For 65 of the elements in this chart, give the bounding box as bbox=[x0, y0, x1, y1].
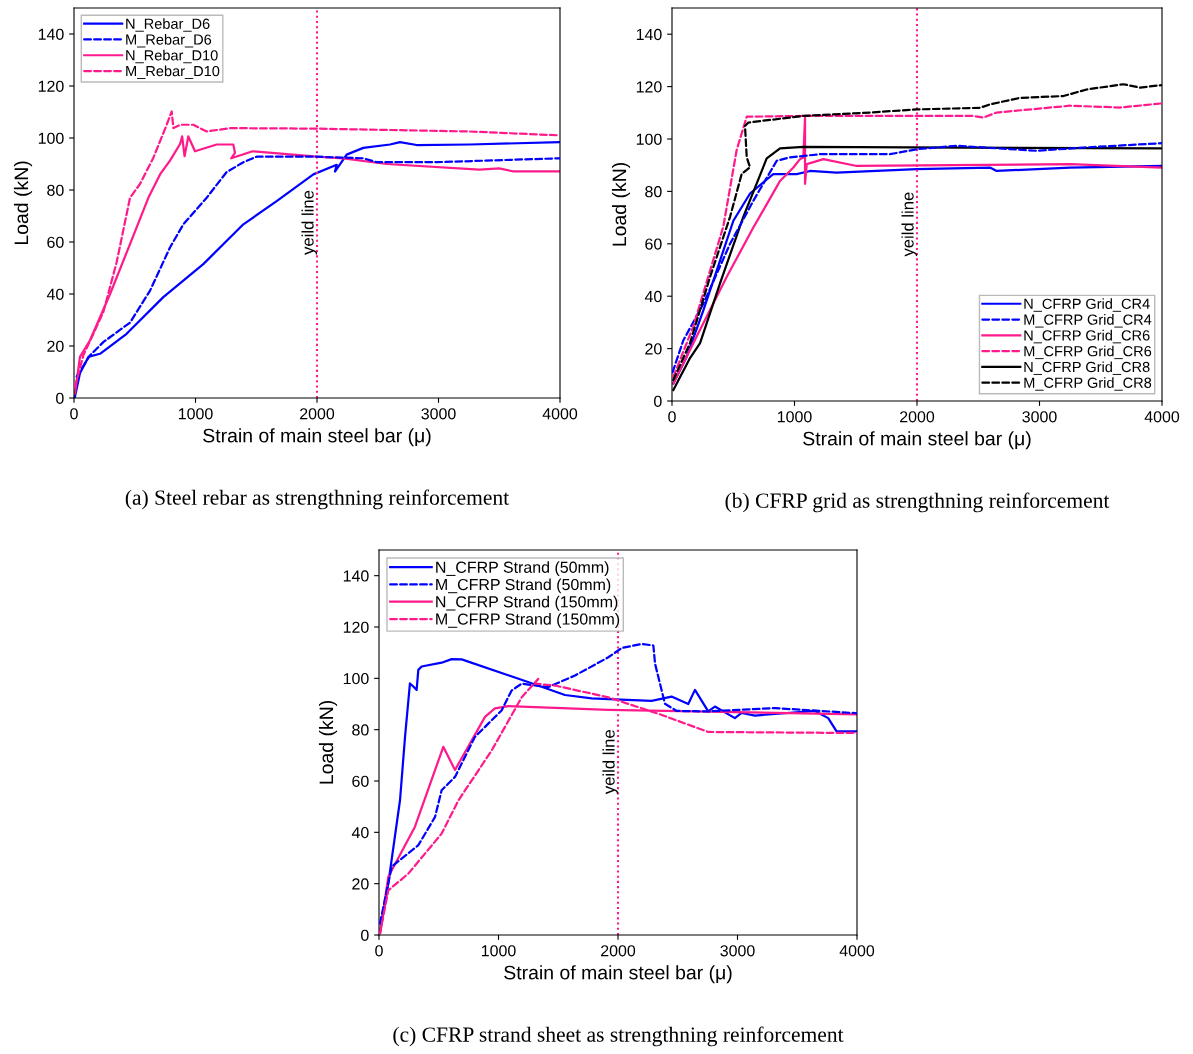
legend-label: N_CFRP Strand (50mm) bbox=[436, 561, 609, 577]
y-tick-label: 120 bbox=[343, 621, 369, 633]
x-tick-label: 4000 bbox=[1144, 411, 1180, 423]
x-axis-title: Strain of main steel bar (μ) bbox=[203, 428, 431, 447]
y-tick-label: 100 bbox=[38, 132, 64, 144]
y-axis-title: Load (kN) bbox=[13, 161, 33, 245]
y-tick-label: 120 bbox=[636, 81, 662, 93]
legend-label: M_Rebar_D6 bbox=[126, 33, 212, 48]
text: (b) CFRP grid as strengthning reinforcement bbox=[725, 492, 1110, 513]
x-tick-label: 2000 bbox=[601, 945, 636, 957]
y-tick-label: 0 bbox=[56, 392, 64, 404]
y-tick-label: 100 bbox=[343, 672, 369, 685]
legend-label: M_CFRP Grid_CR4 bbox=[1024, 314, 1152, 328]
y-tick-label: 40 bbox=[46, 288, 64, 300]
text: (c) CFRP strand sheet as strengthning reinforcement bbox=[393, 1026, 844, 1047]
y-tick-label: 140 bbox=[343, 570, 369, 582]
y-tick-label: 60 bbox=[352, 775, 369, 787]
x-tick-label: 3000 bbox=[720, 945, 755, 957]
legend-label: M_CFRP Strand (150mm) bbox=[436, 613, 620, 628]
y-tick-label: 80 bbox=[645, 186, 662, 198]
legend-label: N_Rebar_D6 bbox=[126, 18, 210, 32]
x-tick-label: 3000 bbox=[421, 408, 456, 420]
x-tick-label: 1000 bbox=[178, 408, 213, 420]
y-tick-label: 20 bbox=[645, 343, 662, 355]
legend-label: N_CFRP Grid_CR6 bbox=[1024, 329, 1150, 344]
y-tick-label: 80 bbox=[47, 184, 64, 196]
legend-label: M_CFRP Grid_CR6 bbox=[1024, 345, 1152, 360]
x-tick-label: 2000 bbox=[300, 408, 335, 420]
y-tick-label: 140 bbox=[38, 28, 64, 40]
x-tick-label: 4000 bbox=[542, 408, 578, 420]
y-tick-label: 20 bbox=[352, 878, 369, 890]
legend-label: M_Rebar_D10 bbox=[126, 65, 220, 80]
x-tick-label: 0 bbox=[70, 408, 78, 420]
ref-line-label: yeild line bbox=[301, 190, 317, 255]
x-tick-label: 2000 bbox=[900, 411, 935, 423]
x-axis-title: Strain of main steel bar (μ) bbox=[803, 431, 1031, 450]
legend-label: N_Rebar_D10 bbox=[126, 49, 218, 64]
x-tick-label: 3000 bbox=[1022, 411, 1057, 423]
x-tick-label: 0 bbox=[375, 945, 383, 957]
legend-label: N_CFRP Grid_CR8 bbox=[1024, 361, 1150, 375]
legend-label: M_CFRP Grid_CR8 bbox=[1024, 377, 1152, 391]
y-axis-title: Load (kN) bbox=[611, 163, 631, 246]
y-tick-label: 40 bbox=[644, 290, 662, 303]
y-tick-label: 80 bbox=[352, 724, 369, 736]
text: (a) Steel rebar as strengthning reinforcement bbox=[125, 489, 510, 510]
y-tick-label: 60 bbox=[47, 236, 64, 248]
x-axis-title: Strain of main steel bar (μ) bbox=[504, 965, 732, 984]
y-tick-label: 100 bbox=[636, 133, 662, 145]
y-tick-label: 0 bbox=[654, 395, 662, 407]
y-tick-label: 60 bbox=[645, 238, 662, 250]
ref-line-label: yeild line bbox=[602, 730, 618, 795]
y-tick-label: 40 bbox=[351, 826, 369, 839]
y-tick-label: 0 bbox=[361, 929, 369, 941]
y-tick-label: 140 bbox=[636, 28, 662, 41]
ref-line-label: yeild line bbox=[901, 192, 917, 257]
legend-label: N_CFRP Strand (150mm) bbox=[436, 595, 618, 611]
legend-label: N_CFRP Grid_CR4 bbox=[1024, 298, 1150, 312]
y-tick-label: 120 bbox=[38, 80, 64, 92]
x-tick-label: 1000 bbox=[481, 945, 516, 957]
y-axis-title: Load (kN) bbox=[318, 701, 338, 784]
x-tick-label: 1000 bbox=[777, 411, 812, 423]
x-tick-label: 0 bbox=[668, 411, 676, 423]
legend-label: M_CFRP Strand (50mm) bbox=[436, 578, 611, 594]
x-tick-label: 4000 bbox=[839, 945, 875, 957]
y-tick-label: 20 bbox=[47, 340, 64, 352]
